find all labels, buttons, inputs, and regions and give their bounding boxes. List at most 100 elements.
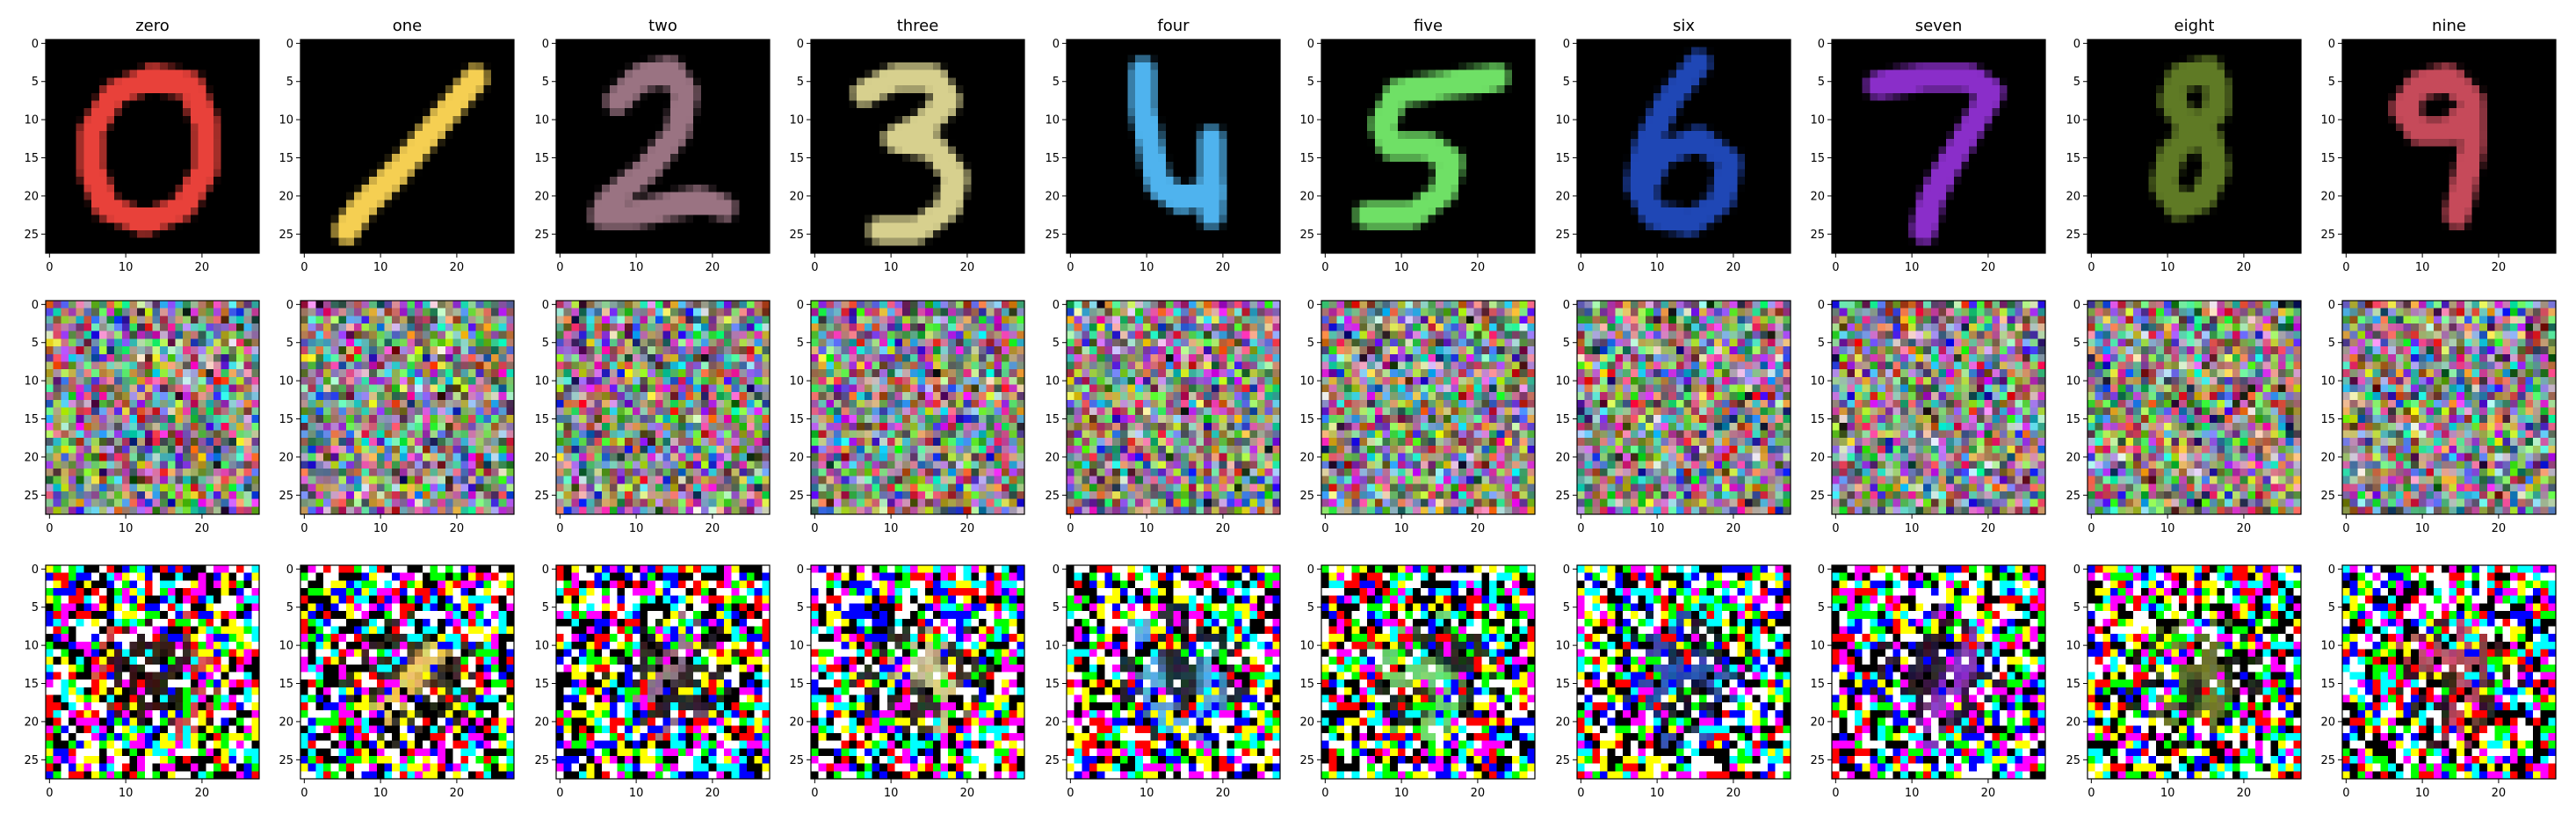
x-tick-label: 20	[1726, 787, 1741, 800]
panel-r0-c8	[2083, 39, 2302, 258]
panel-r0-c2	[552, 39, 771, 258]
axes-frame	[1831, 300, 2046, 515]
y-tick-label: 20	[2320, 716, 2335, 729]
x-tick-label: 20	[2492, 261, 2507, 274]
x-tick-label: 0	[1832, 261, 1839, 274]
x-tick-label: 10	[1394, 787, 1409, 800]
x-tick-label: 10	[1905, 261, 1920, 274]
x-tick-label: 0	[811, 261, 818, 274]
y-tick-label: 25	[534, 754, 549, 767]
x-tick-label: 20	[2237, 261, 2252, 274]
y-tick-label: 0	[797, 563, 804, 577]
y-tick-label: 25	[279, 754, 293, 767]
x-tick-label: 0	[300, 787, 308, 800]
x-tick-label: 20	[706, 787, 720, 800]
column-title-five: five	[1414, 17, 1443, 35]
x-tick-label: 10	[2415, 787, 2430, 800]
column-title-three: three	[897, 17, 939, 35]
image-five-row0	[1321, 40, 1535, 253]
panel-r2-c2	[552, 564, 771, 783]
y-tick-label: 15	[24, 413, 39, 426]
panel-r1-c3	[807, 300, 1025, 519]
x-tick-label: 0	[2088, 522, 2095, 535]
y-tick-label: 0	[2073, 299, 2080, 312]
y-tick-label: 0	[797, 38, 804, 51]
y-tick-label: 25	[1555, 490, 1570, 503]
y-tick-label: 0	[1563, 563, 1570, 577]
image-six-row0	[1577, 40, 1791, 253]
y-tick-label: 0	[1307, 38, 1314, 51]
y-tick-label: 0	[797, 299, 804, 312]
y-tick-label: 0	[1563, 299, 1570, 312]
x-tick-label: 20	[450, 522, 465, 535]
y-tick-label: 10	[534, 375, 549, 389]
y-tick-label: 10	[279, 114, 293, 127]
column-title-one: one	[393, 17, 423, 35]
y-tick-label: 10	[1810, 375, 1825, 389]
panel-r2-c3	[807, 564, 1025, 783]
x-tick-label: 0	[2088, 787, 2095, 800]
y-tick-label: 20	[2320, 451, 2335, 464]
axes-frame	[1066, 564, 1281, 780]
y-tick-label: 15	[534, 413, 549, 426]
panel-r1-c0	[41, 300, 260, 519]
y-tick-label: 5	[1563, 601, 1570, 614]
y-tick-label: 20	[534, 190, 549, 203]
y-tick-label: 5	[542, 76, 549, 89]
panel-r1-c7	[1827, 300, 2046, 519]
panel-r2-c8	[2083, 564, 2302, 783]
x-tick-label: 10	[1650, 522, 1665, 535]
y-tick-label: 15	[24, 678, 39, 691]
y-tick-label: 5	[2073, 76, 2080, 89]
x-tick-label: 20	[195, 261, 210, 274]
y-tick-label: 20	[1555, 716, 1570, 729]
y-tick-label: 20	[534, 451, 549, 464]
axes-frame	[300, 300, 515, 515]
x-tick-label: 0	[1577, 522, 1584, 535]
x-tick-label: 10	[373, 787, 388, 800]
x-tick-label: 10	[119, 261, 134, 274]
y-tick-label: 15	[1555, 678, 1570, 691]
y-tick-label: 15	[2066, 678, 2080, 691]
y-tick-label: 0	[1818, 299, 1825, 312]
axes-frame	[45, 39, 260, 254]
column-title-four: four	[1157, 17, 1190, 35]
image-nine-row2	[2342, 565, 2556, 779]
y-tick-label: 5	[32, 76, 39, 89]
axes-frame	[2341, 564, 2557, 780]
y-tick-label: 0	[2328, 299, 2335, 312]
image-four-row1	[1067, 301, 1280, 514]
x-tick-label: 10	[884, 261, 899, 274]
x-tick-label: 10	[629, 261, 644, 274]
y-tick-label: 5	[1818, 601, 1825, 614]
axes-frame	[1831, 39, 2046, 254]
axes-frame	[2087, 564, 2302, 780]
y-tick-label: 25	[2066, 490, 2080, 503]
image-zero-row0	[46, 40, 259, 253]
panel-r0-c3	[807, 39, 1025, 258]
y-tick-label: 25	[2320, 229, 2335, 242]
x-tick-label: 0	[1832, 787, 1839, 800]
image-three-row0	[811, 40, 1024, 253]
y-tick-label: 15	[789, 152, 804, 165]
y-tick-label: 20	[2066, 190, 2080, 203]
y-tick-label: 25	[789, 754, 804, 767]
x-tick-label: 10	[884, 787, 899, 800]
y-tick-label: 15	[2320, 413, 2335, 426]
y-tick-label: 0	[286, 299, 293, 312]
y-tick-label: 10	[24, 375, 39, 389]
y-tick-label: 0	[1818, 38, 1825, 51]
y-tick-label: 5	[2073, 601, 2080, 614]
y-tick-label: 5	[32, 337, 39, 350]
y-tick-label: 10	[1299, 375, 1314, 389]
x-tick-label: 10	[1905, 787, 1920, 800]
y-tick-label: 25	[1810, 754, 1825, 767]
y-tick-label: 0	[1053, 563, 1060, 577]
axes-frame	[45, 300, 260, 515]
column-title-nine: nine	[2432, 17, 2466, 35]
x-tick-label: 20	[195, 522, 210, 535]
y-tick-label: 25	[1555, 754, 1570, 767]
y-tick-label: 10	[1810, 114, 1825, 127]
panel-r1-c9	[2338, 300, 2557, 519]
